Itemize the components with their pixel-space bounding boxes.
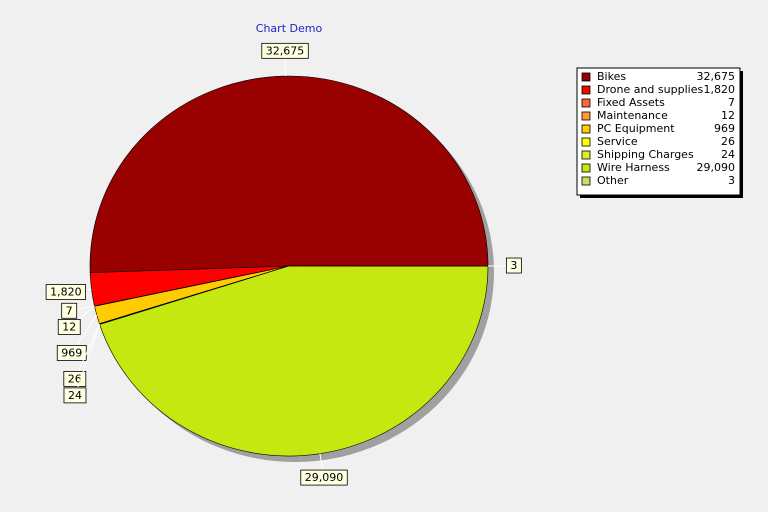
legend-swatch xyxy=(581,111,591,121)
data-label-box xyxy=(261,42,309,59)
legend-label: Bikes xyxy=(597,70,626,83)
legend-swatch xyxy=(581,98,591,108)
data-label: 7 xyxy=(66,304,73,317)
data-label-box xyxy=(505,257,522,274)
data-label-group: 3 xyxy=(487,257,522,274)
legend-label: Service xyxy=(597,135,638,148)
legend-label: Fixed Assets xyxy=(597,96,665,109)
legend-swatch xyxy=(581,150,591,160)
legend-value: 24 xyxy=(721,148,735,161)
pie-slice xyxy=(89,75,489,273)
legend-label: Other xyxy=(597,174,629,187)
legend-value: 1,820 xyxy=(704,83,736,96)
label-connector xyxy=(74,324,101,397)
data-label-box xyxy=(61,302,78,319)
data-label: 26 xyxy=(68,372,82,385)
legend-value: 26 xyxy=(721,135,735,148)
legend-swatch xyxy=(581,176,591,186)
legend-swatch xyxy=(581,124,591,134)
data-label: 12 xyxy=(62,320,76,333)
legend-value: 969 xyxy=(714,122,735,135)
data-label: 32,675 xyxy=(266,44,305,57)
legend-box xyxy=(576,67,741,196)
data-label: 1,820 xyxy=(50,285,82,298)
legend-label: PC Equipment xyxy=(597,122,675,135)
data-label-group: 26 xyxy=(63,323,100,387)
data-label-group: 29,090 xyxy=(300,453,348,486)
data-label: 29,090 xyxy=(305,471,344,484)
data-label-group: 969 xyxy=(56,314,98,361)
legend-value: 7 xyxy=(728,96,735,109)
data-label: 969 xyxy=(61,346,82,359)
legend-label: Drone and supplies xyxy=(597,83,703,96)
data-label-group: 12 xyxy=(57,305,95,335)
label-connector xyxy=(74,323,100,380)
data-label-group: 32,675 xyxy=(261,42,309,77)
legend-label: Shipping Charges xyxy=(597,148,694,161)
legend-label: Maintenance xyxy=(597,109,668,122)
chart-title: Chart Demo xyxy=(256,22,323,35)
legend-value: 12 xyxy=(721,109,735,122)
data-label-box xyxy=(63,370,87,387)
data-label-box xyxy=(57,319,81,335)
data-label: 3 xyxy=(510,259,517,272)
legend-swatch xyxy=(581,163,591,173)
legend-value: 3 xyxy=(728,174,735,187)
data-label-box xyxy=(300,469,348,486)
data-label-box xyxy=(45,284,86,300)
data-label: 24 xyxy=(68,389,82,402)
legend-value: 29,090 xyxy=(697,161,736,174)
data-label-group: 7 xyxy=(61,302,95,319)
legend-swatch xyxy=(581,72,591,82)
legend-value: 32,675 xyxy=(697,70,736,83)
data-label-box xyxy=(63,387,87,404)
data-label-group: 1,820 xyxy=(45,284,92,300)
legend-swatch xyxy=(581,137,591,147)
legend-label: Wire Harness xyxy=(597,161,670,174)
data-label-group: 24 xyxy=(63,324,101,404)
legend-swatch xyxy=(581,85,591,95)
